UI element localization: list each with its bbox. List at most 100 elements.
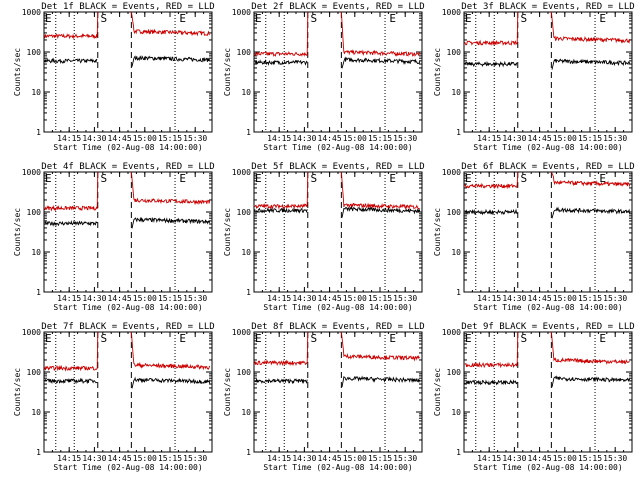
y-tick-label: 1 (456, 448, 461, 457)
marker-s: S (520, 332, 527, 345)
plot-frame (43, 331, 213, 453)
lld-series-line (44, 331, 211, 372)
panel-5: Det 5f BLACK = Events, RED = LLD 1 10 100 10… (223, 162, 425, 312)
marker-e: E (179, 172, 186, 185)
plot-frame (253, 11, 423, 133)
y-tick-label: 1000 (442, 168, 461, 177)
marker-e: E (255, 12, 262, 25)
y-axis-label: Counts/sec (223, 208, 232, 256)
x-axis-label: Start Time (02-Aug-08 14:00:00) (473, 303, 622, 312)
marker-e: E (45, 332, 52, 345)
y-tick-label: 10 (31, 408, 41, 417)
y-axis-label: Counts/sec (433, 208, 442, 256)
plot-frame (43, 11, 213, 133)
x-tick-label: 14:15 (477, 454, 501, 463)
marker-e: E (255, 172, 262, 185)
y-tick-label: 1000 (232, 168, 251, 177)
x-axis-label: Start Time (02-Aug-08 14:00:00) (53, 463, 202, 472)
panel-title: Det 6f BLACK = Events, RED = LLD (461, 162, 634, 172)
events-series-line (254, 375, 421, 388)
y-tick-label: 10 (241, 88, 251, 97)
marker-e: E (45, 172, 52, 185)
events-series-line (254, 206, 421, 218)
x-tick-label: 15:00 (553, 454, 577, 463)
panel-title: Det 5f BLACK = Events, RED = LLD (251, 162, 424, 172)
x-tick-label: 14:30 (292, 294, 316, 303)
panel-title: Det 8f BLACK = Events, RED = LLD (251, 322, 424, 332)
x-tick-label: 15:15 (368, 134, 392, 143)
panel-title: Det 3f BLACK = Events, RED = LLD (461, 2, 634, 12)
lld-series-line (254, 171, 420, 211)
events-series-line (44, 55, 211, 67)
y-tick-label: 10 (31, 248, 41, 257)
x-axis-label: Start Time (02-Aug-08 14:00:00) (473, 463, 622, 472)
y-tick-label: 100 (27, 368, 42, 377)
x-tick-label: 14:45 (528, 454, 552, 463)
lld-series-line (254, 331, 420, 367)
x-tick-label: 14:30 (502, 294, 526, 303)
x-tick-label: 15:00 (343, 134, 367, 143)
y-axis-label: Counts/sec (433, 368, 442, 416)
y-tick-label: 1 (246, 288, 251, 297)
x-tick-label: 15:15 (578, 134, 602, 143)
x-axis-label: Start Time (02-Aug-08 14:00:00) (53, 303, 202, 312)
x-tick-label: 14:30 (82, 134, 106, 143)
panel-title: Det 9f BLACK = Events, RED = LLD (461, 322, 634, 332)
x-tick-label: 14:45 (318, 134, 342, 143)
lld-series-line (464, 171, 631, 190)
x-tick-label: 15:00 (133, 294, 157, 303)
x-tick-label: 15:15 (368, 294, 392, 303)
x-tick-label: 15:30 (183, 454, 207, 463)
plot-frame (253, 171, 423, 293)
events-series-line (464, 375, 631, 388)
x-tick-label: 14:15 (57, 134, 81, 143)
x-tick-label: 14:15 (477, 134, 501, 143)
panel-7: Det 7f BLACK = Events, RED = LLD 1 10 100 10… (13, 322, 215, 472)
marker-s: S (100, 172, 107, 185)
x-tick-label: 15:00 (343, 294, 367, 303)
panel-4: Det 4f BLACK = Events, RED = LLD 1 10 100 10… (13, 162, 215, 312)
y-tick-label: 1 (36, 288, 41, 297)
marker-e: E (599, 332, 606, 345)
panel-2: Det 2f BLACK = Events, RED = LLD 1 10 100 10… (223, 2, 425, 152)
marker-e: E (465, 332, 472, 345)
plot-frame (463, 331, 633, 453)
x-axis-label: Start Time (02-Aug-08 14:00:00) (263, 463, 412, 472)
x-tick-label: 15:15 (158, 454, 182, 463)
marker-e: E (179, 332, 186, 345)
marker-e: E (45, 12, 52, 25)
x-tick-label: 14:45 (528, 134, 552, 143)
y-tick-label: 10 (451, 408, 461, 417)
x-tick-label: 14:45 (108, 454, 132, 463)
x-tick-label: 14:45 (108, 294, 132, 303)
y-tick-label: 1000 (232, 8, 251, 17)
events-series-line (44, 376, 211, 389)
x-tick-label: 15:15 (578, 454, 602, 463)
panel-title: Det 1f BLACK = Events, RED = LLD (41, 2, 214, 12)
y-axis-label: Counts/sec (223, 48, 232, 96)
x-tick-label: 14:15 (57, 294, 81, 303)
x-tick-label: 15:15 (158, 134, 182, 143)
x-tick-label: 15:00 (133, 134, 157, 143)
lld-series-line (464, 331, 630, 369)
x-tick-label: 14:15 (477, 294, 501, 303)
y-axis-label: Counts/sec (13, 48, 22, 96)
x-tick-label: 15:15 (368, 454, 392, 463)
marker-s: S (520, 12, 527, 25)
x-tick-label: 15:15 (158, 294, 182, 303)
x-axis-label: Start Time (02-Aug-08 14:00:00) (53, 143, 202, 152)
panel-6: Det 6f BLACK = Events, RED = LLD 1 10 100 10… (433, 162, 635, 312)
y-tick-label: 100 (27, 48, 42, 57)
y-tick-label: 1 (456, 288, 461, 297)
lld-series-line (254, 11, 420, 57)
x-tick-label: 15:30 (393, 454, 417, 463)
y-tick-label: 100 (237, 208, 252, 217)
x-tick-label: 15:30 (603, 134, 627, 143)
x-tick-label: 14:30 (292, 134, 316, 143)
x-tick-label: 14:30 (82, 294, 106, 303)
panel-title: Det 2f BLACK = Events, RED = LLD (251, 2, 424, 12)
x-tick-label: 15:30 (183, 134, 207, 143)
x-tick-label: 14:45 (108, 134, 132, 143)
events-series-line (464, 58, 631, 70)
